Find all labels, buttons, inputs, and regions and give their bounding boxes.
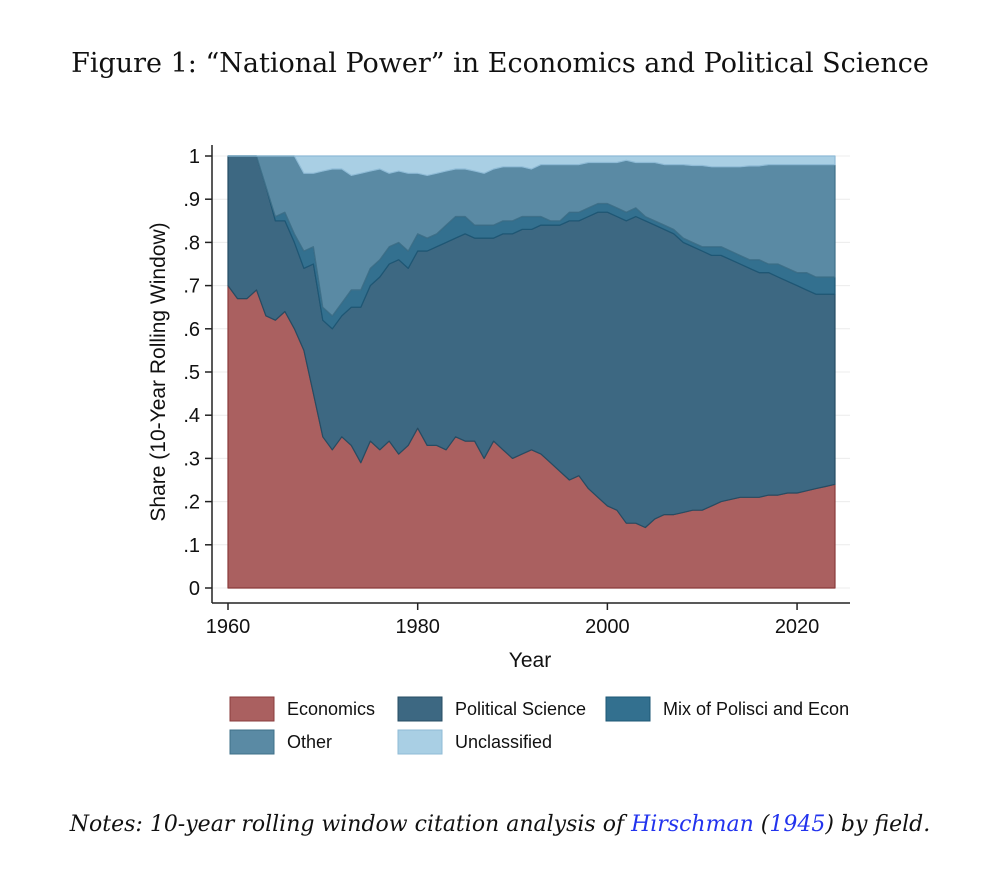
- legend-swatch-mix-of-polisci-and-econ: [605, 696, 651, 722]
- legend-swatch-other: [229, 729, 275, 755]
- y-tick-label: .7: [183, 276, 200, 298]
- notes-suffix: ) by field.: [825, 812, 931, 837]
- legend-label: Economics: [287, 699, 375, 719]
- x-tick-label: 2020: [775, 616, 820, 638]
- legend-swatch-unclassified: [397, 729, 443, 755]
- legend-label: Political Science: [455, 699, 586, 719]
- figure-notes: Notes: 10-year rolling window citation a…: [0, 812, 1000, 837]
- x-tick-label: 2000: [585, 616, 630, 638]
- y-tick-label: .1: [183, 535, 200, 557]
- y-tick-label: 1: [189, 146, 200, 168]
- y-tick-label: .8: [183, 232, 200, 254]
- x-axis-label: Year: [509, 649, 551, 672]
- area-unclassified: [227, 155, 836, 176]
- y-axis-ticks: 0 .1 .2 .3 .4 .5 .6 .7 .8 .9 1: [183, 146, 212, 600]
- x-axis-ticks: 1960 1980 2000 2020: [206, 603, 820, 638]
- legend-swatch-economics: [229, 696, 275, 722]
- legend-swatch-political-science: [397, 696, 443, 722]
- y-axis-label: Share (10-Year Rolling Window): [147, 222, 170, 521]
- y-tick-label: 0: [189, 578, 200, 600]
- legend-label: Unclassified: [455, 732, 552, 752]
- figure-title: Figure 1: “National Power” in Economics …: [71, 48, 929, 79]
- legend-label: Other: [287, 732, 332, 752]
- y-tick-label: .3: [183, 448, 200, 470]
- y-tick-label: .2: [183, 492, 200, 514]
- citation-author-link[interactable]: Hirschman: [631, 812, 754, 837]
- stacked-area-chart: 0 .1 .2 .3 .4 .5 .6 .7 .8 .9 1 1960 1980 2000 2020 Sh…: [147, 145, 850, 755]
- citation-year-link[interactable]: 1945: [769, 812, 826, 837]
- axes: [211, 145, 850, 604]
- y-tick-label: .4: [183, 405, 200, 427]
- x-tick-label: 1980: [395, 616, 440, 638]
- legend-label: Mix of Polisci and Econ: [663, 699, 849, 719]
- y-tick-label: .9: [183, 189, 200, 211]
- y-tick-label: .6: [183, 319, 200, 341]
- area-series: [227, 155, 836, 589]
- x-tick-label: 1960: [206, 616, 251, 638]
- notes-text: Notes: 10-year rolling window citation a…: [69, 812, 632, 837]
- legend: Economics Political Science Mix of Polisci…: [229, 696, 849, 755]
- y-tick-label: .5: [183, 362, 200, 384]
- notes-paren-open: (: [753, 812, 770, 837]
